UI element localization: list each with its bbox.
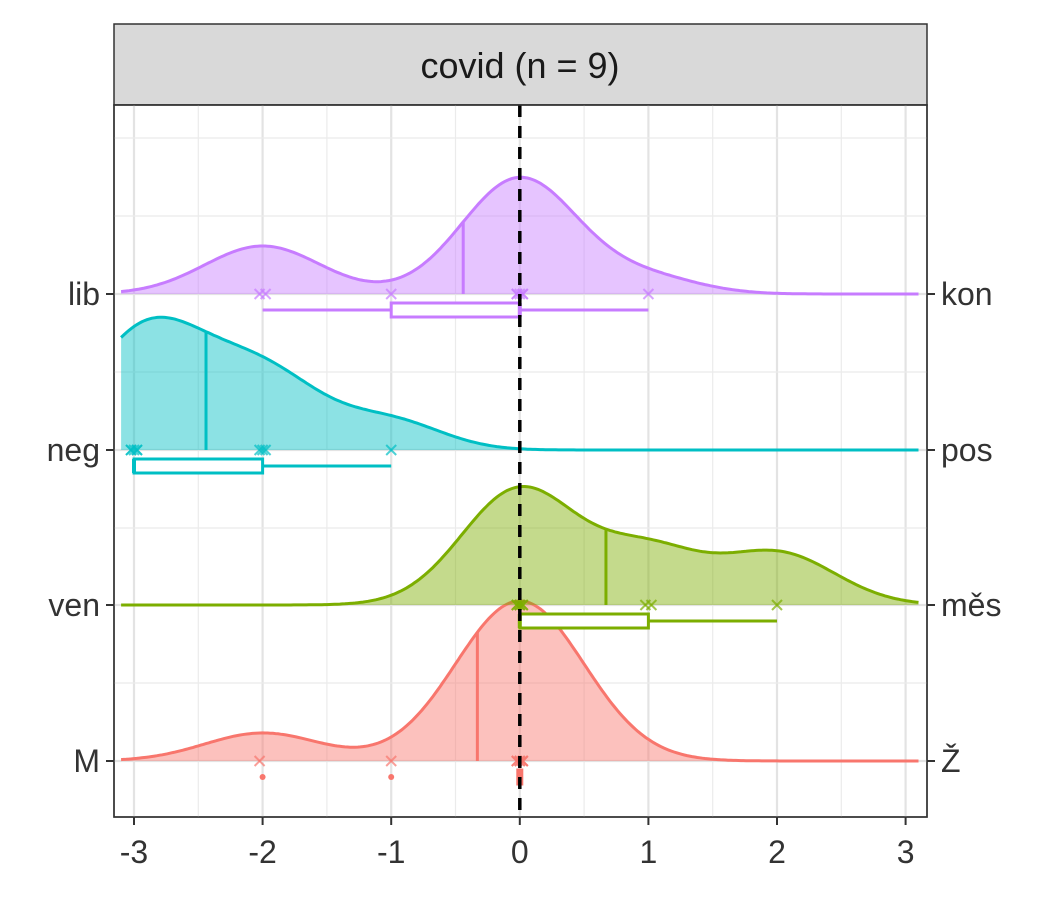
density-area (121, 317, 919, 450)
data-point (128, 444, 140, 456)
data-point (253, 444, 266, 456)
data-point (517, 599, 529, 611)
data-point-stroke (385, 288, 397, 300)
box-iqr (389, 301, 522, 319)
plot-panel-border (113, 104, 928, 818)
data-point (385, 444, 397, 456)
y-label-left: neg (47, 432, 100, 468)
data-point (639, 599, 652, 611)
x-tick-label: -1 (377, 834, 405, 870)
data-point-stroke (253, 755, 266, 767)
box-iqr (132, 457, 265, 475)
y-label-right: pos (941, 432, 993, 468)
x-tick-label: -3 (120, 834, 148, 870)
data-point (385, 755, 397, 767)
strip-background (113, 23, 928, 106)
y-label-left: ven (48, 587, 100, 623)
box-outlier (259, 774, 266, 780)
y-label-right: měs (941, 587, 1001, 623)
x-tick-label: 0 (511, 834, 529, 870)
data-point-stroke (771, 599, 783, 611)
data-point-stroke (385, 755, 397, 767)
data-point-stroke (256, 444, 269, 456)
data-point (385, 288, 397, 300)
y-label-left: M (73, 743, 100, 779)
x-tick-label: 1 (640, 834, 658, 870)
data-point-stroke (517, 599, 529, 611)
data-point (514, 599, 526, 611)
data-point-stroke (128, 444, 140, 456)
box-iqr (518, 612, 650, 630)
data-point (256, 444, 269, 456)
facet-title: covid (n = 9) (420, 45, 619, 86)
y-label-right: Ž (941, 743, 961, 779)
x-tick-label: 3 (897, 834, 915, 870)
data-point-stroke (514, 599, 526, 611)
data-point (642, 288, 655, 300)
data-point (771, 599, 783, 611)
box-outlier (388, 774, 395, 780)
data-point-stroke (131, 444, 143, 456)
data-point-stroke (253, 444, 266, 456)
data-point-stroke (511, 288, 523, 300)
density-area (121, 486, 919, 605)
data-point-stroke (639, 599, 652, 611)
series-layer (120, 105, 919, 817)
data-point (253, 755, 266, 767)
data-point (131, 444, 143, 456)
data-point (259, 288, 272, 300)
data-point-stroke (385, 444, 397, 456)
data-point-stroke (642, 288, 655, 300)
data-point-stroke (259, 288, 272, 300)
y-label-left: lib (68, 276, 100, 312)
y-label-right: kon (941, 276, 993, 312)
x-tick-label: 2 (768, 834, 786, 870)
x-tick-label: -2 (248, 834, 276, 870)
